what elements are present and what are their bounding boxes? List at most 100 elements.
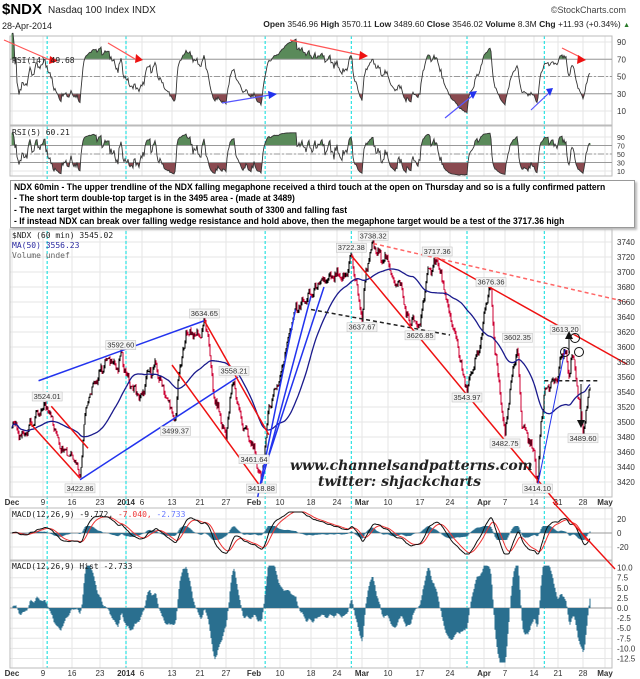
- pivot-label: 3637.67: [348, 323, 375, 332]
- panel-frame-rsi5: [9, 125, 613, 177]
- pivot-label: 3738.32: [360, 231, 387, 240]
- arrow-icon: [49, 56, 58, 64]
- x-tick-label: 17: [416, 669, 425, 678]
- note-line: NDX 60min - The upper trendline of the N…: [14, 182, 606, 192]
- y-tick-label: 30: [617, 161, 625, 168]
- x-tick-label: Dec: [5, 669, 20, 678]
- grid: [10, 36, 612, 668]
- pivot-label: 3422.86: [66, 484, 93, 493]
- macd-legend: MACD(12,26,9) -9.772, -7.040, -2.733: [12, 510, 186, 519]
- y-tick-label: 10.0: [617, 564, 633, 573]
- index-name: Nasdaq 100 Index INDX: [48, 5, 156, 16]
- trendline: [171, 364, 263, 489]
- pivot-label-box: [489, 438, 521, 449]
- x-tick-label: 7: [503, 498, 508, 507]
- x-tick-label: Apr: [477, 669, 491, 678]
- price-legend: $NDX (60 min) 3545.02: [12, 231, 113, 240]
- watermark-twitter: twitter: shjackcharts: [318, 474, 481, 490]
- trendline: [536, 349, 566, 487]
- ma50-line: [11, 268, 591, 438]
- trendline: [372, 242, 628, 303]
- arrow-icon: [577, 55, 586, 64]
- y-tick-label: -7.5: [617, 634, 631, 643]
- volume-value: 8.3M: [517, 19, 537, 29]
- y-tick-label: 3600: [617, 343, 635, 352]
- pivot-label: 3602.35: [504, 333, 531, 342]
- ma-legend: MA(50) 3556.23: [12, 241, 80, 250]
- y-tick-label: 50: [617, 152, 625, 159]
- x-tick-label: 23: [96, 498, 105, 507]
- pivot-label-box: [522, 483, 553, 494]
- legends: RSI(14) 49.68 RSI(5) 60.21 $NDX (60 min)…: [12, 56, 186, 571]
- x-tick-label: 21: [554, 498, 563, 507]
- x-tick-label: 24: [446, 669, 455, 678]
- y-tick-label: 90: [617, 38, 626, 47]
- x-tick-label: 27: [222, 498, 231, 507]
- chart-date: 28-Apr-2014: [2, 21, 53, 31]
- rsi-trendline: [444, 95, 473, 119]
- y-tick-label: 5.0: [617, 584, 629, 593]
- y-tick-label: 10: [617, 169, 625, 176]
- y-tick-label: 3580: [617, 358, 635, 367]
- y-tick-label: 3660: [617, 298, 635, 307]
- open-value: 3546.96: [287, 19, 319, 29]
- x-tick-label: 10: [384, 669, 393, 678]
- close-value: 3546.02: [452, 19, 483, 29]
- pivot-label-box: [189, 308, 220, 319]
- trendline: [29, 422, 81, 479]
- x-tick-label: 21: [554, 669, 563, 678]
- pivot-label-box: [336, 242, 367, 253]
- pivot-label-box: [357, 231, 389, 241]
- rsi5-legend: RSI(5) 60.21: [12, 128, 70, 137]
- pivot-label-box: [246, 483, 277, 494]
- top-circle: [574, 347, 584, 357]
- hist-legend: MACD(12,26,9) Hist -2.733: [12, 562, 133, 571]
- y-tick-label: 90: [617, 135, 625, 142]
- y-tick-label: -20: [617, 543, 629, 552]
- x-tick-label: 14: [530, 498, 539, 507]
- y-tick-label: 3680: [617, 283, 635, 292]
- y-tick-label: -2.5: [617, 614, 631, 623]
- y-tick-label: 3440: [617, 463, 635, 472]
- pivot-label: 3543.97: [453, 393, 480, 402]
- axes: 9070503010907050301037403720370036803660…: [5, 38, 636, 678]
- panel-frame-hist: [9, 560, 613, 669]
- y-tick-label: 20: [617, 515, 626, 524]
- x-tick-label: 27: [222, 669, 231, 678]
- arrow-icon: [469, 91, 477, 99]
- high-value: 3570.11: [341, 19, 372, 29]
- panel-frames: [9, 35, 613, 669]
- rsi5-panel: [10, 132, 612, 176]
- x-tick-label: 21: [196, 498, 205, 507]
- trendline: [203, 320, 270, 436]
- x-tick-label: May: [597, 669, 613, 678]
- y-tick-label: 3700: [617, 268, 635, 277]
- arrow-icon: [135, 54, 143, 63]
- volume-label: Volume: [485, 19, 516, 29]
- pivot-label: 3524.01: [34, 392, 61, 401]
- trendline: [264, 286, 325, 468]
- pivot-label-box: [64, 483, 96, 494]
- y-tick-label: 2.5: [617, 594, 629, 603]
- pivot-label-box: [404, 330, 436, 341]
- arrow-icon: [268, 91, 277, 99]
- y-tick-label: 3540: [617, 388, 635, 397]
- pivot-label: 3489.60: [569, 434, 596, 443]
- rsi-trendline: [221, 94, 271, 104]
- trendline: [38, 320, 205, 382]
- watermark-url: www.channelsandpatterns.com: [290, 458, 533, 474]
- pivot-label: 3634.65: [191, 309, 218, 318]
- x-tick-label: 13: [168, 669, 177, 678]
- y-tick-label: -12.5: [617, 655, 636, 664]
- y-tick-label: 7.5: [617, 574, 629, 583]
- x-tick-label: 17: [416, 498, 425, 507]
- panel-frame-macd: [9, 507, 613, 561]
- y-tick-label: 50: [617, 73, 626, 82]
- rsi-trendline: [107, 42, 136, 60]
- x-tick-label: 16: [68, 498, 77, 507]
- rsi14-legend: RSI(14) 49.68: [12, 56, 75, 65]
- pivot-label-box: [238, 454, 270, 465]
- volume-legend: Volume undef: [12, 251, 70, 260]
- pivot-label: 3626.85: [406, 331, 433, 340]
